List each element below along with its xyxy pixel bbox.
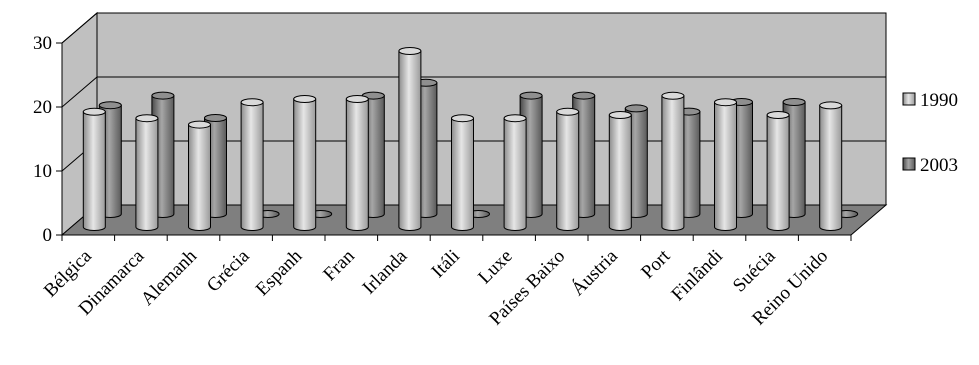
legend-swatch-2003 (902, 157, 916, 171)
bar-body (82, 111, 106, 231)
bar-top-cap (98, 101, 122, 110)
y-tick-label: 0 (43, 225, 53, 246)
x-category-label: Port (637, 245, 675, 283)
bar-top-cap (188, 120, 211, 129)
bar-1990-Finlândi (714, 98, 737, 231)
bar-top-cap (398, 47, 422, 55)
y-tick-label: 10 (33, 161, 52, 182)
bar-top-cap (661, 91, 685, 100)
bar-body (188, 124, 211, 231)
bar-body (819, 104, 843, 231)
bar-top-cap (345, 95, 369, 103)
bar-1990-Itáli (451, 114, 474, 231)
x-category-label: Alemanh (137, 245, 201, 309)
bar-top-cap (766, 111, 790, 119)
bar-top-cap (204, 114, 227, 122)
bar-body (240, 101, 264, 231)
gridline (61, 76, 886, 108)
bar-1990-Irlanda (398, 47, 422, 231)
bar-body (714, 101, 737, 231)
bar-1990-Suécia (766, 111, 790, 231)
x-category-label: Irlanda (359, 245, 412, 298)
bar-body (345, 98, 369, 231)
legend-label-1990: 1990 (920, 90, 958, 111)
bar-1990-Grécia (240, 98, 264, 231)
bar-body (451, 117, 474, 231)
bar-body (398, 50, 422, 231)
x-category-label: Luxe (474, 246, 516, 288)
bar-top-cap (714, 98, 737, 107)
bar-top-cap (451, 114, 474, 123)
bars (82, 47, 859, 231)
bar-body (503, 117, 527, 231)
y-tick-label: 20 (33, 97, 52, 118)
bar-1990-Dinamarca (135, 114, 159, 231)
x-category-label: Espanh (252, 245, 307, 300)
x-category-label: Suécia (729, 245, 780, 296)
x-category-label: Itáli (428, 246, 464, 282)
bar-1990-Bélgica (82, 107, 106, 231)
gridline (61, 12, 886, 44)
x-category-label: Grécia (203, 245, 254, 296)
x-category-label: Fran (319, 245, 359, 285)
bar-top-cap (624, 104, 648, 113)
bar-top-cap (151, 91, 175, 100)
bar-top-cap (82, 107, 106, 116)
x-category-label: Finlândi (667, 246, 727, 306)
bar-1990-Alemanh (188, 120, 211, 231)
legend: 1990 2003 (902, 90, 958, 176)
y-tick-label: 30 (33, 33, 52, 54)
bar-top-cap (819, 101, 843, 110)
bar-1990-Fran (345, 95, 369, 231)
bar-top-cap (240, 98, 264, 107)
bar-body (608, 114, 632, 231)
bar-1990-Port (661, 91, 685, 231)
bar-1990-Reino Unido (819, 101, 843, 231)
y-axis: 0 10 20 30 (33, 33, 63, 246)
bar-top-cap (782, 98, 806, 106)
bar-1990-Luxe (503, 114, 527, 231)
bar-body (766, 114, 790, 231)
bar-top-cap (293, 95, 317, 103)
bar-body (135, 117, 159, 231)
bar-top-cap (503, 114, 527, 123)
bar-top-cap (608, 111, 632, 119)
bar-1990-Áustria (608, 111, 632, 231)
bar-body (293, 98, 317, 231)
bar-top-cap (556, 107, 580, 116)
bar-1990-Espanh (293, 95, 317, 231)
x-category-label: Áustria (567, 245, 623, 301)
bar-body (556, 111, 580, 231)
legend-label-2003: 2003 (920, 155, 958, 176)
bar-top-cap (519, 91, 543, 100)
bar-1990-Países Baixo (556, 107, 580, 231)
bar-top-cap (572, 91, 596, 100)
legend-swatch-1990 (902, 92, 916, 106)
bar-top-cap (135, 114, 159, 123)
bar-body (661, 95, 685, 231)
